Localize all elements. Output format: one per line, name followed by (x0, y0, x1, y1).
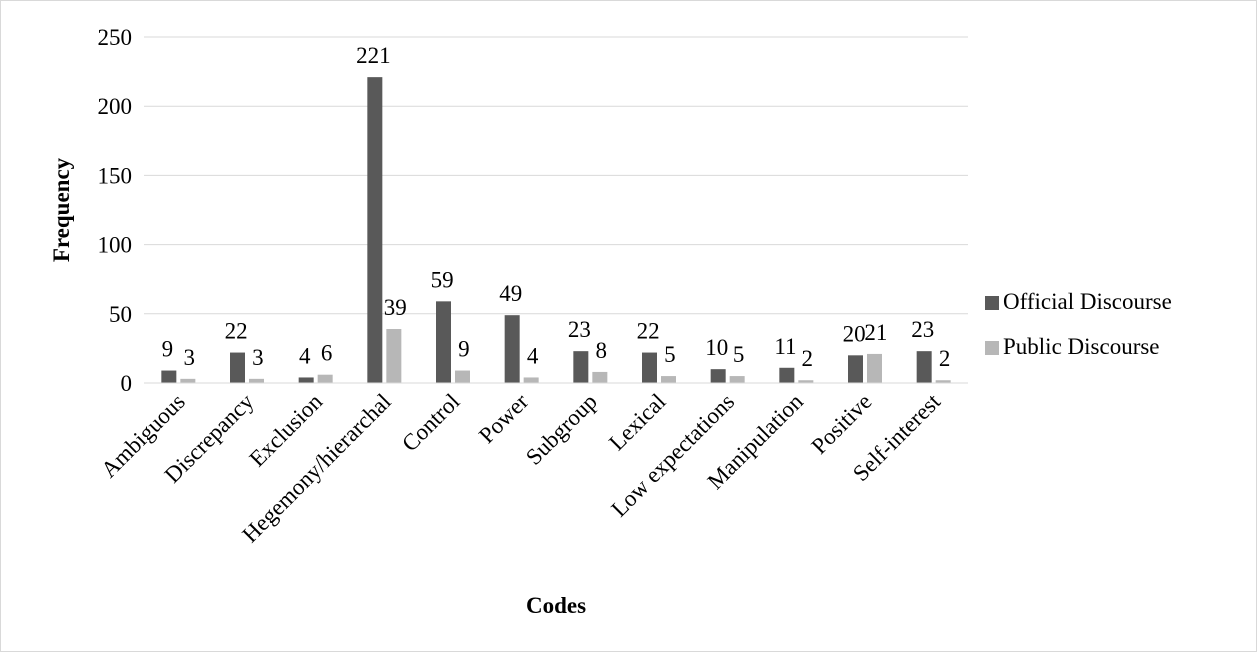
data-label-official: 9 (162, 337, 174, 362)
data-label-official: 11 (774, 334, 796, 359)
bar-public-discourse (317, 374, 333, 383)
bar-official-discourse (230, 352, 245, 383)
bar-public-discourse (249, 378, 264, 383)
legend-swatch (985, 296, 999, 310)
x-axis-title: Codes (526, 593, 586, 618)
bar-official-discourse (848, 355, 863, 383)
data-label-official: 20 (843, 321, 866, 346)
bar-public-discourse (661, 376, 676, 383)
data-label-public: 9 (458, 337, 470, 362)
data-label-public: 3 (184, 345, 196, 370)
bar-public-discourse (592, 371, 608, 383)
y-axis-ticks: 0 50 100 150 200 250 (98, 25, 133, 396)
data-label-official: 221 (356, 43, 391, 68)
bar-official-discourse (367, 77, 383, 384)
x-axis-ticks: AmbiguousDiscrepancyExclusionHegemony/hi… (96, 388, 945, 547)
data-label-official: 4 (299, 343, 311, 368)
legend: Official Discourse Public Discourse (985, 289, 1172, 359)
y-tick-label: 0 (121, 371, 133, 396)
y-tick-label: 150 (98, 163, 133, 188)
data-label-public: 21 (864, 320, 887, 345)
x-tick-label: Lexical (604, 389, 670, 455)
bar-official-discourse (504, 315, 520, 383)
y-tick-label: 50 (109, 302, 132, 327)
data-label-public: 2 (802, 346, 814, 371)
bar-official-discourse (642, 352, 657, 383)
x-tick-label: Low expectations (606, 389, 739, 522)
data-label-official: 49 (499, 281, 522, 306)
data-label-public: 6 (321, 341, 333, 366)
legend-swatch (985, 341, 999, 355)
legend-label: Official Discourse (1003, 289, 1172, 314)
bar-public-discourse (180, 378, 196, 383)
x-tick-label: Positive (806, 389, 876, 459)
bar-public-discourse (798, 380, 814, 383)
data-label-public: 39 (384, 295, 407, 320)
bar-public-discourse (455, 370, 470, 383)
data-label-public: 5 (733, 342, 745, 367)
bar-official-discourse (161, 370, 177, 383)
data-label-official: 22 (225, 319, 248, 344)
y-tick-label: 100 (98, 233, 133, 258)
data-label-official: 23 (911, 317, 934, 342)
bar-official-discourse (298, 377, 314, 383)
bar-official-discourse (573, 351, 589, 383)
data-label-official: 10 (705, 335, 728, 360)
y-axis-title: Frequency (49, 157, 74, 262)
bar-public-discourse (729, 376, 745, 383)
bar-public-discourse (523, 377, 539, 383)
y-tick-label: 200 (98, 94, 133, 119)
data-label-public: 5 (664, 342, 676, 367)
data-label-public: 3 (252, 345, 264, 370)
x-tick-label: Power (474, 389, 533, 448)
bar-official-discourse (916, 351, 932, 383)
y-tick-label: 250 (98, 25, 133, 50)
bar-public-discourse (935, 380, 951, 383)
data-label-official: 59 (431, 267, 454, 292)
data-label-public: 4 (527, 343, 539, 368)
bars (161, 77, 951, 384)
bar-public-discourse (867, 353, 882, 383)
gridlines (144, 36, 968, 315)
bar-official-discourse (710, 369, 726, 383)
data-label-public: 2 (939, 346, 951, 371)
bar-official-discourse (436, 301, 451, 383)
legend-label: Public Discourse (1003, 334, 1160, 359)
x-tick-label: Subgroup (521, 389, 602, 470)
x-tick-label: Control (397, 389, 464, 456)
bar-public-discourse (386, 329, 402, 383)
data-label-official: 22 (637, 319, 660, 344)
data-label-official: 23 (568, 317, 591, 342)
data-label-public: 8 (596, 338, 608, 363)
bar-official-discourse (779, 367, 795, 383)
